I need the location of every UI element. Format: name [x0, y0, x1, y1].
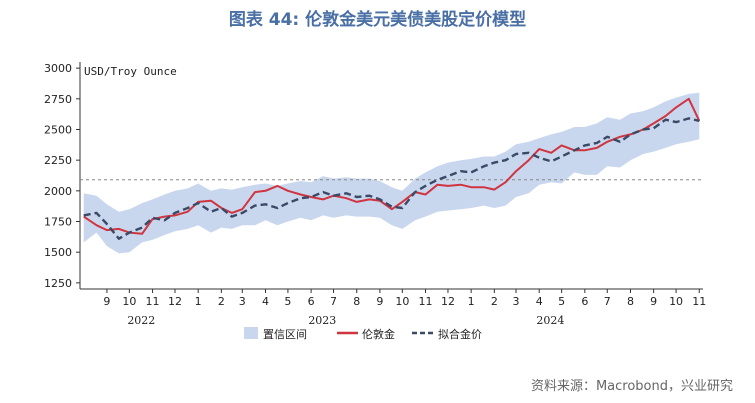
x-tick-label: 1	[468, 295, 475, 308]
x-tick-label: 8	[627, 295, 634, 308]
x-tick-label: 1	[195, 295, 202, 308]
y-tick-label: 2000	[44, 185, 72, 198]
legend: 置信区间 伦敦金 拟合金价	[244, 327, 482, 341]
x-tick-label: 9	[650, 295, 657, 308]
x-tick-label: 10	[669, 295, 683, 308]
y-tick-label: 2500	[44, 123, 72, 136]
y-tick-label: 2250	[44, 154, 72, 167]
x-tick-label: 2	[491, 295, 498, 308]
x-tick-label: 6	[581, 295, 588, 308]
x-tick-label: 12	[441, 295, 455, 308]
x-tick-label: 9	[376, 295, 383, 308]
x-tick-label: 10	[122, 295, 136, 308]
x-year-label: 2024	[536, 314, 564, 327]
x-tick-label: 11	[146, 295, 160, 308]
x-tick-label: 12	[168, 295, 182, 308]
x-year-label: 2023	[308, 314, 336, 327]
x-tick-label: 4	[536, 295, 543, 308]
source-note: 资料来源：Macrobond，兴业研究	[530, 379, 733, 394]
x-year-label: 2022	[127, 314, 155, 327]
x-tick-label: 4	[262, 295, 269, 308]
x-tick-label: 10	[395, 295, 409, 308]
x-tick-label: 3	[513, 295, 520, 308]
x-tick-label: 3	[239, 295, 246, 308]
y-tick-label: 3000	[44, 62, 72, 75]
x-tick-label: 11	[419, 295, 433, 308]
x-tick-label: 5	[558, 295, 565, 308]
x-tick-label: 2	[218, 295, 225, 308]
y-tick-label: 1250	[44, 277, 72, 290]
legend-label-gold: 伦敦金	[362, 327, 395, 341]
x-tick-label: 8	[353, 295, 360, 308]
y-unit-label: USD/Troy Ounce	[84, 65, 177, 78]
y-tick-label: 1750	[44, 216, 72, 229]
x-tick-label: 5	[284, 295, 291, 308]
x-tick-label: 7	[604, 295, 611, 308]
x-tick-label: 11	[692, 295, 706, 308]
confidence-band	[83, 92, 700, 254]
legend-swatch-band	[244, 327, 258, 339]
series-line-fitted	[83, 117, 700, 240]
series-line-gold	[83, 97, 701, 235]
y-tick-label: 2750	[44, 93, 72, 106]
x-tick-label: 6	[308, 295, 315, 308]
x-tick-label: 9	[103, 295, 110, 308]
y-tick-label: 1500	[44, 246, 72, 259]
legend-label-fitted: 拟合金价	[438, 327, 482, 341]
x-tick-label: 7	[330, 295, 337, 308]
legend-label-band: 置信区间	[263, 328, 307, 341]
figure-title: 图表 44: 伦敦金美元美债美股定价模型	[228, 10, 527, 30]
